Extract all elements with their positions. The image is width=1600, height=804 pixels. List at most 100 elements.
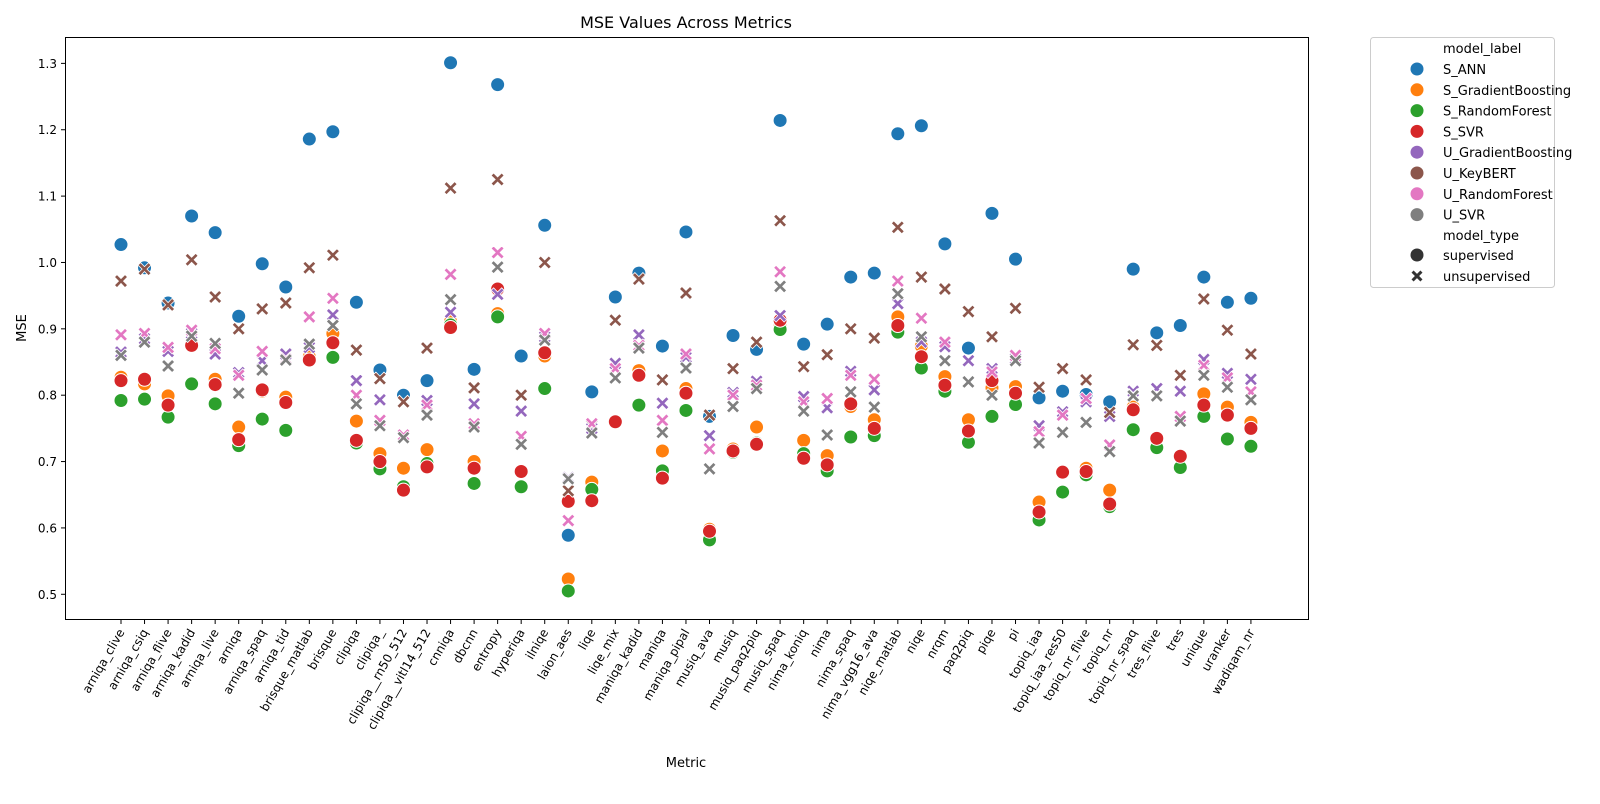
point-u-keybert: [561, 483, 576, 498]
point-u-gradientboosting: [349, 373, 364, 388]
point-s-ann: [325, 124, 341, 140]
point-s-svr: [913, 349, 929, 365]
point-s-svr: [654, 470, 670, 486]
legend-label: S_RandomForest: [1443, 105, 1551, 120]
point-u-keybert: [1055, 361, 1070, 376]
point-u-svr: [655, 425, 670, 440]
point-u-svr: [467, 419, 482, 435]
point-s-svr: [725, 443, 741, 459]
point-s-ann: [843, 269, 859, 285]
point-u-svr: [631, 341, 646, 356]
point-u-keybert: [537, 255, 552, 270]
point-u-svr: [984, 388, 1000, 403]
point-s-svr: [137, 371, 153, 387]
point-u-gradientboosting: [113, 345, 129, 360]
legend-label: S_GradientBoosting: [1443, 84, 1571, 99]
point-u-randomforest: [937, 335, 952, 350]
point-s-randomforest: [466, 475, 482, 491]
point-s-svr: [1219, 407, 1235, 423]
point-u-svr: [1126, 388, 1141, 403]
point-s-gradientboosting: [1102, 482, 1118, 498]
point-s-ann: [984, 205, 1000, 221]
point-s-randomforest: [560, 583, 576, 599]
point-s-svr: [325, 335, 341, 351]
point-s-ann: [466, 361, 482, 377]
point-s-svr: [207, 377, 223, 393]
point-s-svr: [749, 436, 765, 452]
point-u-keybert: [1102, 405, 1117, 420]
point-u-keybert: [255, 301, 270, 316]
point-u-keybert: [278, 295, 293, 311]
point-u-keybert: [231, 321, 246, 336]
point-u-randomforest: [984, 364, 1000, 380]
point-u-svr: [820, 427, 835, 443]
point-u-svr: [372, 418, 387, 433]
legend-style-title: model_type: [1443, 229, 1519, 244]
point-u-gradientboosting: [514, 404, 529, 419]
point-s-randomforest: [537, 381, 553, 397]
point-s-svr: [537, 345, 553, 361]
point-u-keybert: [608, 313, 623, 328]
legend-label: S_ANN: [1443, 63, 1486, 78]
point-u-gradientboosting: [1055, 404, 1070, 419]
point-s-randomforest: [113, 393, 129, 409]
point-u-randomforest: [725, 388, 741, 403]
point-s-randomforest: [254, 411, 270, 427]
point-s-svr: [960, 423, 976, 439]
point-s-ann: [113, 237, 129, 253]
point-u-svr: [113, 348, 129, 363]
point-s-ann: [819, 316, 835, 332]
point-s-svr: [631, 367, 647, 383]
point-s-ann: [584, 384, 600, 400]
point-s-randomforest: [678, 402, 694, 418]
legend-marker-s-randomforest: [1410, 104, 1424, 118]
point-u-keybert: [820, 347, 835, 362]
point-u-keybert: [1243, 346, 1258, 362]
point-u-randomforest: [325, 291, 340, 306]
point-s-randomforest: [184, 376, 200, 392]
legend-label: U_KeyBERT: [1443, 167, 1516, 182]
point-u-keybert: [396, 394, 411, 409]
point-s-gradientboosting: [654, 443, 670, 459]
point-s-randomforest: [1055, 484, 1071, 500]
point-u-svr: [1173, 414, 1188, 429]
point-u-keybert: [1196, 291, 1211, 307]
point-s-ann: [1196, 269, 1212, 285]
point-u-randomforest: [843, 368, 858, 383]
point-u-svr: [1055, 425, 1070, 440]
point-u-svr: [796, 404, 811, 419]
x-tick-label: liqe: [575, 627, 598, 653]
point-u-svr: [702, 461, 717, 476]
point-u-gradientboosting: [443, 305, 458, 320]
point-u-svr: [1196, 368, 1211, 383]
point-u-randomforest: [890, 274, 905, 289]
point-s-svr: [607, 414, 623, 430]
plot-area: [65, 37, 1309, 620]
point-u-keybert: [1173, 368, 1188, 383]
point-s-gradientboosting: [796, 432, 812, 448]
point-s-ann: [1055, 383, 1071, 399]
point-s-ann: [278, 279, 294, 295]
point-u-gradientboosting: [1173, 384, 1188, 399]
point-s-svr: [1031, 504, 1047, 520]
legend-marker-u-gradientboosting: [1410, 145, 1424, 159]
point-u-keybert: [914, 270, 929, 285]
point-s-svr: [1102, 496, 1118, 512]
point-s-randomforest: [1219, 431, 1235, 447]
point-s-gradientboosting: [231, 419, 247, 435]
legend-label-unsupervised: unsupervised: [1443, 270, 1530, 285]
point-u-keybert: [937, 281, 952, 297]
point-u-svr: [961, 374, 976, 389]
point-u-randomforest: [161, 340, 176, 355]
point-u-randomforest: [302, 309, 317, 324]
point-u-gradientboosting: [655, 396, 670, 411]
point-u-randomforest: [490, 245, 505, 260]
point-u-svr: [843, 384, 858, 399]
point-u-randomforest: [1079, 391, 1094, 406]
point-u-keybert: [1149, 338, 1164, 353]
x-tick-label: pi: [1005, 627, 1023, 643]
legend-marker-s-svr: [1410, 124, 1424, 138]
point-u-keybert: [137, 262, 152, 277]
legend-label: U_RandomForest: [1443, 188, 1553, 203]
point-s-randomforest: [325, 349, 341, 365]
